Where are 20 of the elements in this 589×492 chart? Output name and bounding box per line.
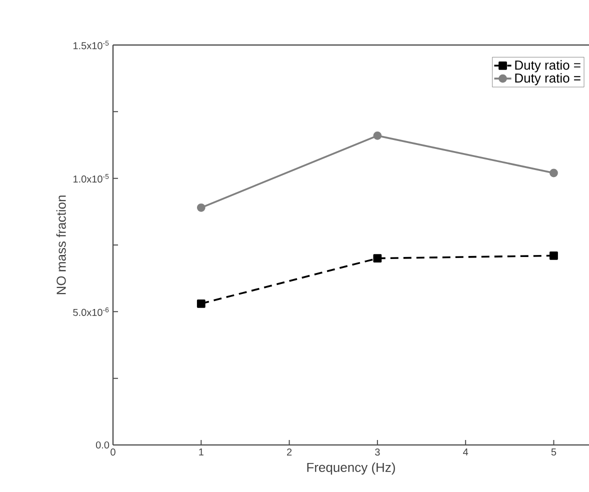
y-axis-title: NO mass fraction [56,196,66,294]
y-tick-label: 1.5x10$^{-5}$ [73,40,109,50]
legend-label: Duty ratio = [515,73,580,86]
x-tick-label: 1 [199,448,204,456]
point [550,168,558,178]
point [373,131,382,140]
y-tick-label: 1.0x10$^{-5}$ [73,174,109,183]
point [550,251,558,260]
y-tick-label: 0.0 [96,441,110,449]
x-tick-label: 0 [110,448,116,456]
x-axis-title: Frequency (Hz) [307,462,395,475]
point [196,299,206,308]
x-tick-label: 3 [375,448,380,456]
y-tick-label: 5.0x10$^{-6}$ [73,307,109,316]
x-tick-label: 5 [551,448,556,456]
legend-label: Duty ratio = [515,60,580,72]
x-tick-label: 4 [463,448,468,456]
point [373,254,382,263]
point [196,203,206,212]
x-tick-label: 2 [287,448,292,456]
